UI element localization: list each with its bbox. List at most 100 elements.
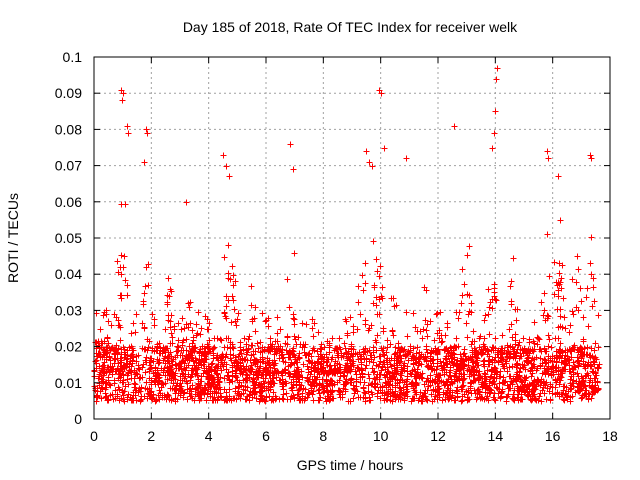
data-point xyxy=(515,385,522,392)
data-point xyxy=(317,394,324,401)
data-point xyxy=(234,377,241,384)
data-point xyxy=(363,148,370,155)
data-point xyxy=(198,352,205,359)
data-point xyxy=(392,344,399,351)
data-point xyxy=(240,390,247,397)
data-point xyxy=(313,382,320,389)
data-point xyxy=(458,373,465,380)
data-point xyxy=(557,340,564,347)
data-point xyxy=(504,353,511,360)
data-point xyxy=(107,382,114,389)
x-tick-label: 14 xyxy=(488,428,504,444)
data-point xyxy=(525,391,532,398)
data-point xyxy=(218,353,225,360)
data-point xyxy=(526,381,533,388)
data-point xyxy=(197,331,204,338)
data-point xyxy=(335,367,342,374)
data-point xyxy=(274,330,281,337)
data-point xyxy=(250,351,257,358)
data-point xyxy=(145,344,152,351)
data-point xyxy=(466,396,473,403)
data-point xyxy=(308,387,315,394)
data-point xyxy=(154,379,161,386)
data-point xyxy=(191,397,198,404)
data-point xyxy=(362,260,369,267)
data-point xyxy=(577,285,584,292)
data-point xyxy=(111,311,118,318)
data-point xyxy=(373,362,380,369)
data-point xyxy=(555,293,562,300)
data-point xyxy=(167,318,174,325)
data-point xyxy=(590,369,597,376)
data-point xyxy=(211,335,218,342)
data-point xyxy=(527,368,534,375)
data-point xyxy=(588,271,595,278)
data-point xyxy=(569,380,576,387)
data-point xyxy=(311,364,318,371)
data-point xyxy=(177,377,184,384)
data-point xyxy=(100,362,107,369)
data-point xyxy=(542,348,549,355)
data-point xyxy=(413,359,420,366)
data-point xyxy=(218,394,225,401)
data-point xyxy=(429,379,436,386)
data-point xyxy=(513,361,520,368)
data-point xyxy=(388,374,395,381)
data-point xyxy=(452,344,459,351)
data-point xyxy=(299,390,306,397)
data-point xyxy=(231,306,238,313)
data-point xyxy=(348,345,355,352)
data-point xyxy=(382,374,389,381)
data-point xyxy=(445,347,452,354)
data-point xyxy=(592,388,599,395)
data-point xyxy=(274,314,281,321)
data-point xyxy=(573,279,580,286)
data-point xyxy=(225,242,232,249)
data-point xyxy=(228,397,235,404)
data-point xyxy=(377,387,384,394)
data-point xyxy=(317,351,324,358)
data-point xyxy=(423,327,430,334)
data-point xyxy=(504,342,511,349)
data-point xyxy=(107,357,114,364)
data-point xyxy=(201,367,208,374)
data-point xyxy=(316,386,323,393)
x-tick-label: 4 xyxy=(205,428,213,444)
data-point xyxy=(476,368,483,375)
data-point xyxy=(549,384,556,391)
data-point xyxy=(503,398,510,405)
data-point xyxy=(561,358,568,365)
data-point xyxy=(275,369,282,376)
data-point xyxy=(482,312,489,319)
data-point xyxy=(101,349,108,356)
data-point xyxy=(270,389,277,396)
data-point xyxy=(162,326,169,333)
data-point xyxy=(112,387,119,394)
data-point xyxy=(225,335,232,342)
data-point xyxy=(553,365,560,372)
data-point xyxy=(499,386,506,393)
data-point xyxy=(317,345,324,352)
data-point xyxy=(295,334,302,341)
data-point xyxy=(436,391,443,398)
data-point xyxy=(473,348,480,355)
data-point xyxy=(455,315,462,322)
data-point xyxy=(443,369,450,376)
data-point xyxy=(379,284,386,291)
data-point xyxy=(235,310,242,317)
data-point xyxy=(313,376,320,383)
data-point xyxy=(136,375,143,382)
data-point xyxy=(457,358,464,365)
data-point xyxy=(206,382,213,389)
data-point xyxy=(401,365,408,372)
data-point xyxy=(431,367,438,374)
data-point xyxy=(552,391,559,398)
data-point xyxy=(336,361,343,368)
data-point xyxy=(480,361,487,368)
data-point xyxy=(326,397,333,404)
data-point xyxy=(220,363,227,370)
data-points xyxy=(91,65,603,405)
data-point xyxy=(181,375,188,382)
data-point xyxy=(139,364,146,371)
